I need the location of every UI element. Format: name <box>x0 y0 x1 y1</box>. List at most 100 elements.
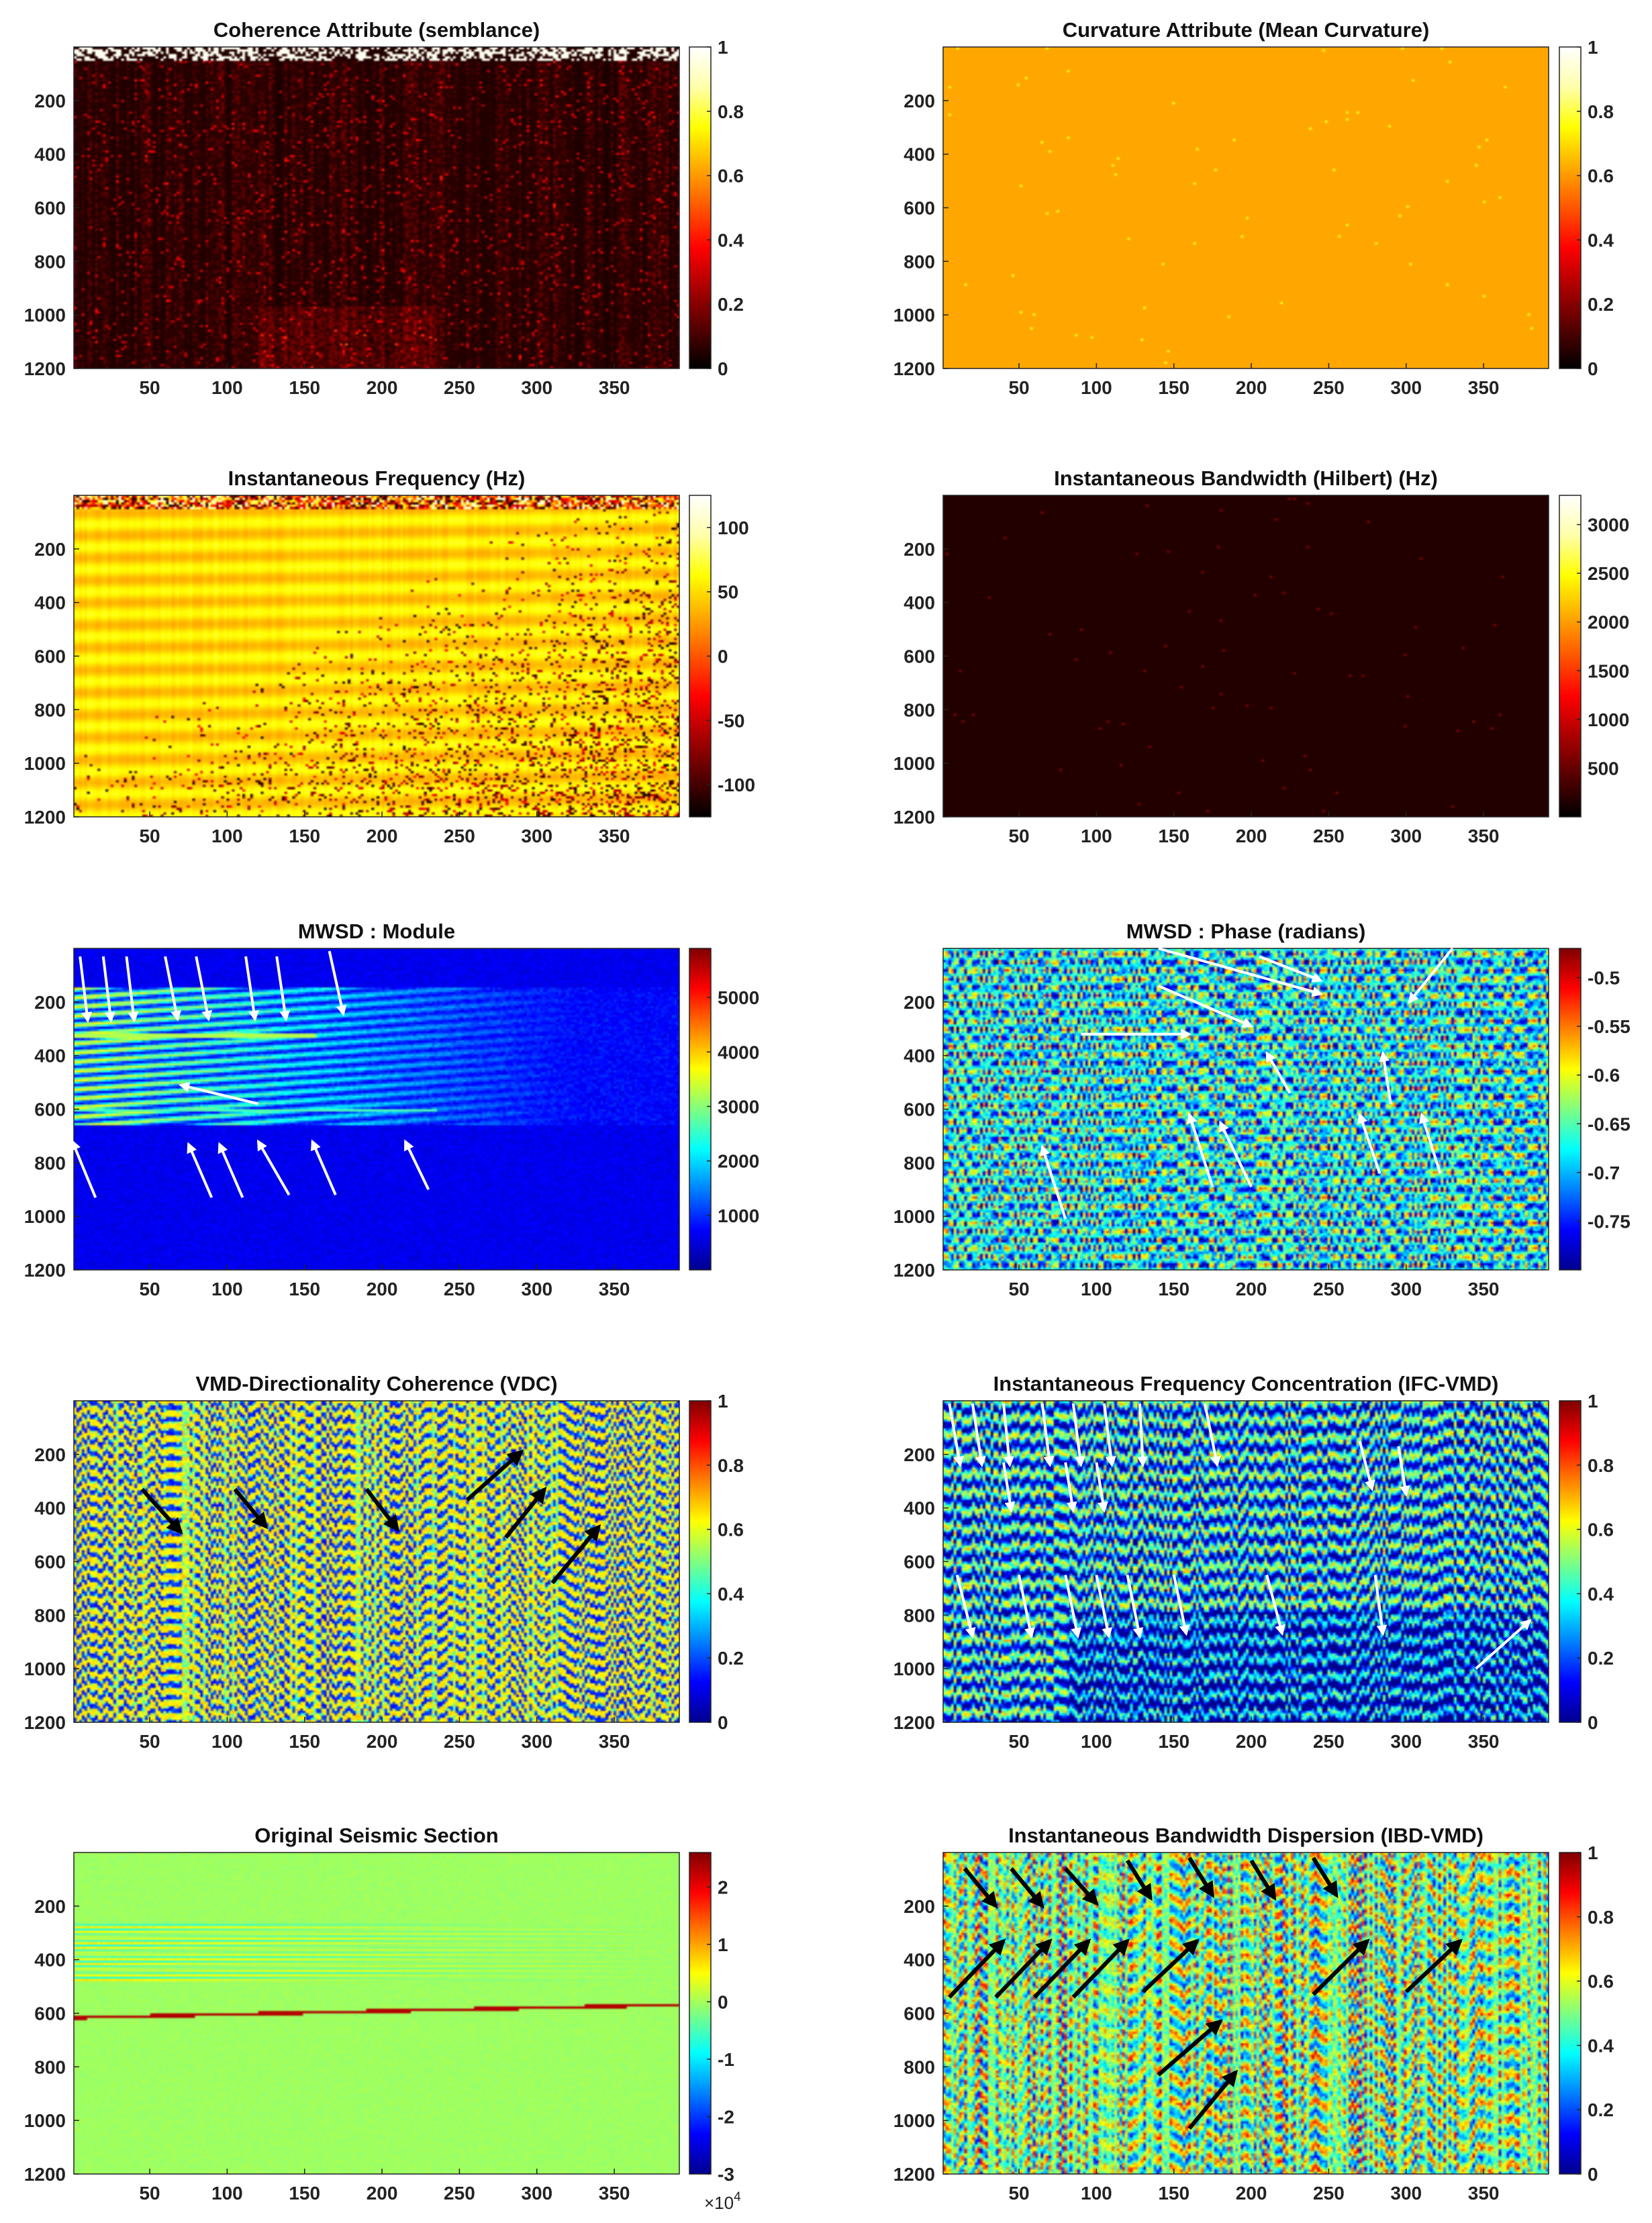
y-tick-label: 200 <box>904 992 935 1013</box>
colorbar-tick-label: 4000 <box>718 1042 759 1063</box>
y-tick-label: 400 <box>34 593 66 613</box>
annotation-arrow <box>125 956 139 1023</box>
subplot-7: VMD-Directionality Coherence (VDC) 50 100 1… <box>24 1372 744 1752</box>
colorbar-tick-label: -0.5 <box>1588 968 1620 989</box>
annotation-arrow <box>1040 1403 1055 1467</box>
y-tick-label: 1000 <box>24 1659 66 1679</box>
annotation-arrow <box>1102 1403 1116 1467</box>
y-tick-label: 600 <box>904 646 935 667</box>
colorbar-tick-label: 2500 <box>1588 563 1629 584</box>
x-tick-label: 100 <box>211 2183 243 2204</box>
annotation-arrow <box>365 1487 400 1532</box>
y-tick-label: 1000 <box>24 305 66 326</box>
annotation-arrow <box>311 1139 337 1196</box>
colorbar-tick-label: 1 <box>1588 1842 1598 1863</box>
y-tick-label: 800 <box>34 1152 66 1173</box>
y-tick-label: 1000 <box>893 1659 935 1679</box>
x-tick-label: 50 <box>1008 826 1029 846</box>
annotation-arrow <box>70 1139 97 1198</box>
annotation-arrow <box>1032 1938 1091 1999</box>
colorbar-tick-label: 0.2 <box>718 294 744 315</box>
annotation-arrow <box>1187 2069 1238 2130</box>
y-tick-label: 600 <box>34 198 66 219</box>
annotation-arrow <box>1136 1403 1148 1467</box>
annotation-arrow <box>1312 1938 1370 1996</box>
annotation-arrow <box>955 1574 976 1639</box>
annotation-arrow <box>1265 1050 1292 1094</box>
y-tick-label: 400 <box>34 1950 66 1971</box>
x-tick-label: 200 <box>1236 826 1267 846</box>
colorbar-tick-label: -50 <box>718 710 744 731</box>
colorbar-tick-label: 0.6 <box>718 166 744 187</box>
annotation-arrow <box>465 1449 524 1501</box>
x-tick-label: 350 <box>599 826 630 846</box>
x-tick-label: 50 <box>139 826 160 846</box>
annotation-arrow <box>1126 1575 1144 1639</box>
y-tick-label: 1200 <box>893 358 935 379</box>
x-tick-label: 350 <box>599 377 630 398</box>
x-tick-label: 300 <box>521 826 552 846</box>
annotation-arrow <box>1404 1938 1463 1993</box>
annotation-arrow <box>1157 985 1254 1028</box>
annotation-arrow <box>140 1487 183 1535</box>
colorbar <box>1559 495 1582 818</box>
x-tick-label: 200 <box>367 377 398 398</box>
colorbar-tick-label: 0.8 <box>718 101 744 122</box>
y-tick-label: 400 <box>904 144 935 165</box>
annotation-arrow <box>1039 1144 1067 1220</box>
heatmap-image <box>74 948 679 1270</box>
x-tick-label: 150 <box>289 1731 320 1752</box>
y-tick-label: 1200 <box>24 1260 66 1281</box>
colorbar <box>1559 1852 1582 2175</box>
annotation-arrow <box>1357 1112 1381 1174</box>
y-tick-label: 1200 <box>24 2164 66 2185</box>
annotation-arrow <box>275 956 291 1022</box>
y-tick-label: 800 <box>904 1152 935 1173</box>
heatmap-image <box>74 47 679 368</box>
x-tick-label: 100 <box>1081 2183 1112 2204</box>
x-tick-label: 150 <box>1158 826 1189 846</box>
annotation-arrow <box>1158 947 1323 997</box>
chart-title: Instantaneous Frequency Concentration (I… <box>993 1372 1499 1395</box>
annotation-arrow <box>994 1938 1053 1999</box>
subplot-2: Curvature Attribute (Mean Curvature)50 10… <box>893 18 1614 398</box>
x-tick-label: 150 <box>1158 1731 1189 1752</box>
y-tick-label: 200 <box>904 539 935 560</box>
subplot-1: Coherence Attribute (semblance) 50 100 150 2… <box>24 18 744 398</box>
x-tick-label: 300 <box>521 1279 552 1299</box>
x-tick-label: 350 <box>1468 377 1500 398</box>
x-tick-label: 50 <box>139 2183 160 2204</box>
subplot-8: Instantaneous Frequency Concentration (I… <box>893 1372 1614 1752</box>
y-tick-label: 1200 <box>893 2164 935 2185</box>
colorbar-tick-label: 0.4 <box>718 230 744 250</box>
x-tick-label: 350 <box>1468 1279 1500 1299</box>
annotation-arrow <box>403 1139 430 1191</box>
chart-title: VMD-Directionality Coherence (VDC) <box>195 1372 557 1395</box>
x-tick-label: 250 <box>1313 1731 1345 1752</box>
subplot-9: Original Seismic Section 50 100 150 200 250 30… <box>24 1824 741 2213</box>
annotation-arrow <box>1064 1462 1077 1513</box>
x-tick-label: 50 <box>139 1731 160 1752</box>
colorbar-tick-label: 0.6 <box>1588 1520 1614 1540</box>
x-tick-label: 100 <box>211 377 243 398</box>
y-tick-label: 200 <box>34 1444 66 1465</box>
colorbar-tick-label: 1 <box>718 37 728 58</box>
chart-title: Original Seismic Section <box>254 1824 499 1847</box>
colorbar-tick-label: 500 <box>1588 758 1619 779</box>
colorbar-tick-label: 0.6 <box>1588 1971 1614 1992</box>
y-tick-label: 400 <box>904 593 935 613</box>
x-tick-label: 250 <box>1313 1279 1345 1299</box>
annotation-arrow <box>1475 1619 1532 1670</box>
y-tick-label: 1200 <box>893 1260 935 1281</box>
colorbar-tick-label: 50 <box>718 582 738 603</box>
annotation-arrow <box>79 956 93 1023</box>
y-tick-label: 200 <box>34 992 66 1013</box>
x-tick-label: 350 <box>599 2183 630 2204</box>
y-tick-label: 1000 <box>24 753 66 774</box>
x-tick-label: 50 <box>139 377 160 398</box>
annotation-arrow <box>1187 1857 1214 1898</box>
y-tick-label: 800 <box>904 2057 935 2077</box>
y-tick-label: 800 <box>904 251 935 272</box>
annotation-arrow <box>1249 1859 1277 1901</box>
x-tick-label: 150 <box>289 377 320 398</box>
